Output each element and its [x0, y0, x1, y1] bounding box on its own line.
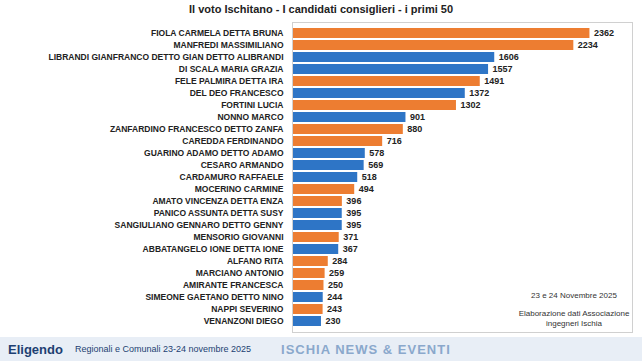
svg-text:MARCIANO ANTONIO: MARCIANO ANTONIO — [196, 268, 284, 278]
html-text:Il voto Ischitano - I candidat: Il voto Ischitano - I candidati consigli… — [189, 3, 453, 15]
svg-text:DEL DEO FRANCESCO: DEL DEO FRANCESCO — [190, 88, 284, 98]
svg-text:880: 880 — [407, 124, 422, 134]
svg-text:ABBATANGELO IONE DETTA IONE: ABBATANGELO IONE DETTA IONE — [143, 244, 284, 254]
svg-text:250: 250 — [328, 280, 343, 290]
svg-text:FELE PALMIRA DETTA IRA: FELE PALMIRA DETTA IRA — [175, 76, 284, 86]
svg-text:243: 243 — [327, 304, 342, 314]
svg-text:GUARINO ADAMO DETTO ADAMO: GUARINO ADAMO DETTO ADAMO — [144, 148, 284, 158]
svg-text:DI SCALA MARIA GRAZIA: DI SCALA MARIA GRAZIA — [179, 64, 284, 74]
svg-text:395: 395 — [346, 208, 361, 218]
svg-text:1372: 1372 — [469, 88, 489, 98]
svg-text:716: 716 — [387, 136, 402, 146]
svg-text:SIMEONE GAETANO DETTO NINO: SIMEONE GAETANO DETTO NINO — [145, 292, 283, 302]
svg-text:1302: 1302 — [460, 100, 480, 110]
svg-text:901: 901 — [410, 112, 425, 122]
svg-text:244: 244 — [327, 292, 342, 302]
html-text:Regionali e Comunali 23-24 nov: Regionali e Comunali 23-24 novembre 2025 — [74, 344, 251, 354]
html-text:ISCHIA NEWS & EVENTI: ISCHIA NEWS & EVENTI — [281, 341, 451, 357]
svg-text:578: 578 — [369, 148, 384, 158]
svg-text:ZANFARDINO FRANCESCO DETTO ZAN: ZANFARDINO FRANCESCO DETTO ZANFA — [110, 124, 284, 134]
svg-text:CAREDDA FERDINANDO: CAREDDA FERDINANDO — [182, 136, 284, 146]
svg-text:396: 396 — [346, 196, 361, 206]
html-text:Elaborazione dati Associazione: Elaborazione dati Associazione ingegneri… — [518, 309, 630, 328]
svg-text:SANGIULIANO GENNARO DETTO GENN: SANGIULIANO GENNARO DETTO GENNY — [115, 220, 284, 230]
svg-text:FORTINI LUCIA: FORTINI LUCIA — [221, 100, 283, 110]
svg-text:PANICO ASSUNTA DETTA SUSY: PANICO ASSUNTA DETTA SUSY — [154, 208, 284, 218]
svg-text:569: 569 — [368, 160, 383, 170]
svg-text:FIOLA CARMELA DETTA BRUNA: FIOLA CARMELA DETTA BRUNA — [151, 28, 284, 38]
svg-text:284: 284 — [332, 256, 347, 266]
html-text:23 e 24 Novembre 2025: 23 e 24 Novembre 2025 — [531, 291, 617, 300]
svg-text:AMATO VINCENZA DETTA ENZA: AMATO VINCENZA DETTA ENZA — [152, 196, 283, 206]
svg-text:2234: 2234 — [578, 40, 598, 50]
svg-text:259: 259 — [329, 268, 344, 278]
svg-text:518: 518 — [362, 172, 377, 182]
svg-text:1606: 1606 — [499, 52, 519, 62]
svg-text:VENANZONI DIEGO: VENANZONI DIEGO — [204, 316, 284, 326]
svg-text:230: 230 — [325, 316, 340, 326]
svg-text:371: 371 — [343, 232, 358, 242]
svg-text:NAPPI SEVERINO: NAPPI SEVERINO — [211, 304, 284, 314]
svg-text:395: 395 — [346, 220, 361, 230]
svg-text:LIBRANDI GIANFRANCO DETTO GIAN: LIBRANDI GIANFRANCO DETTO GIAN DETTO ALI… — [48, 52, 283, 62]
svg-text:CARDAMURO RAFFAELE: CARDAMURO RAFFAELE — [180, 172, 284, 182]
svg-text:ALFANO RITA: ALFANO RITA — [227, 256, 284, 266]
svg-text:MOCERINO CARMINE: MOCERINO CARMINE — [195, 184, 284, 194]
svg-text:AMIRANTE FRANCESCA: AMIRANTE FRANCESCA — [183, 280, 284, 290]
svg-text:MENSORIO GIOVANNI: MENSORIO GIOVANNI — [193, 232, 283, 242]
html-text:Eligendo: Eligendo — [8, 341, 63, 357]
svg-text:1557: 1557 — [493, 64, 513, 74]
svg-text:MANFREDI MASSIMILIANO: MANFREDI MASSIMILIANO — [173, 40, 283, 50]
svg-text:367: 367 — [343, 244, 358, 254]
svg-text:494: 494 — [359, 184, 374, 194]
svg-text:CESARO ARMANDO: CESARO ARMANDO — [201, 160, 284, 170]
svg-text:NONNO MARCO: NONNO MARCO — [217, 112, 283, 122]
svg-text:2362: 2362 — [594, 28, 614, 38]
svg-text:1491: 1491 — [484, 76, 504, 86]
